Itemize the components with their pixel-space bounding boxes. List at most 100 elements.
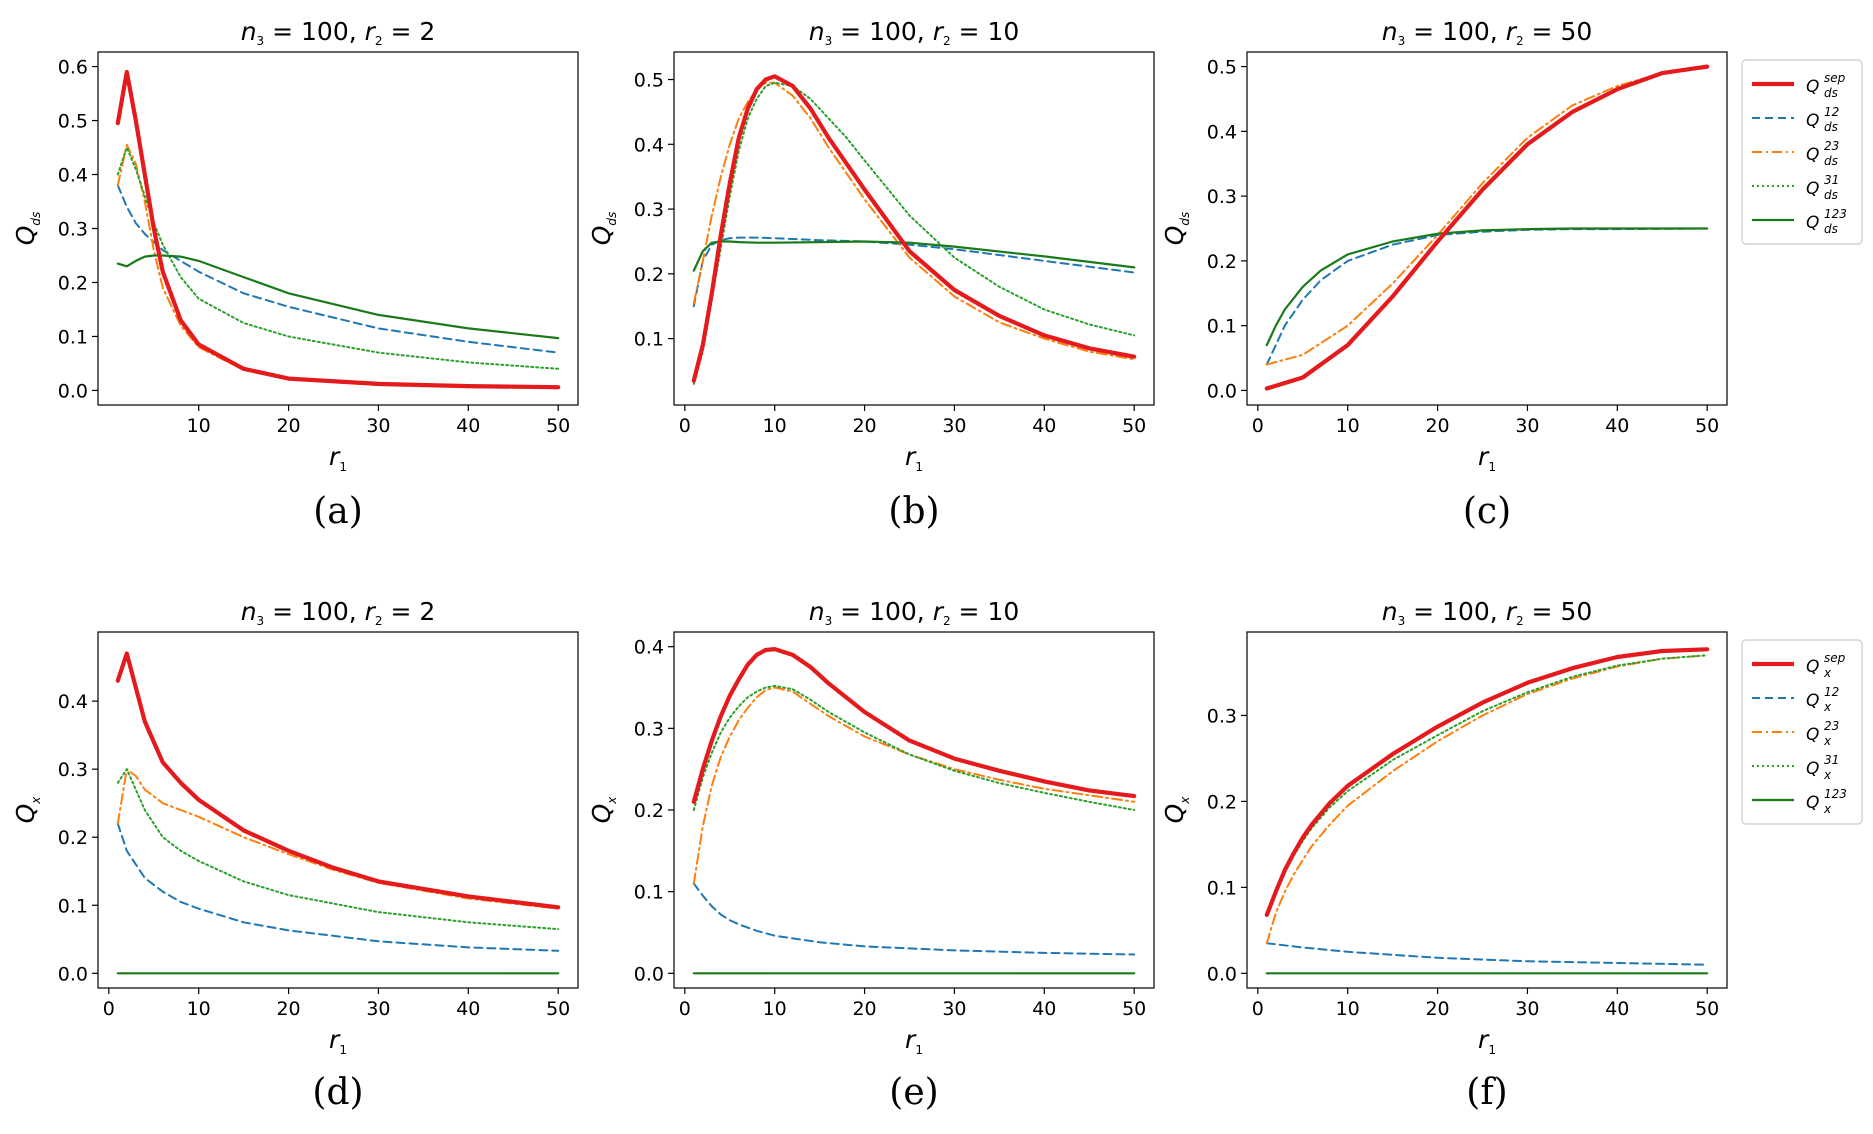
x-tick-label: 20 <box>1425 415 1449 437</box>
legend-label-sup: 23 <box>1824 139 1839 153</box>
legend-label-sub: x <box>1823 700 1832 714</box>
y-tick-label: 0.0 <box>58 380 88 402</box>
legend-label: Q <box>1806 111 1819 131</box>
series-line-q23 <box>692 81 1136 361</box>
legend-label: Q <box>1806 691 1819 711</box>
legend-label: Q <box>1806 179 1819 199</box>
chart-title: n3 = 100, r2 = 10 <box>809 17 1020 48</box>
series-line-sep <box>1264 647 1710 918</box>
series-line-q12 <box>692 236 1136 308</box>
axes-frame <box>97 631 579 989</box>
x-tick-label: 20 <box>852 998 876 1020</box>
y-tick-label: 0.2 <box>1207 791 1237 813</box>
legend-label-sup: 123 <box>1824 207 1847 221</box>
y-axis-label: Qx <box>1160 796 1192 824</box>
y-tick-label: 0.3 <box>58 219 88 241</box>
y-axis-label: Qds <box>587 212 619 246</box>
x-axis-label: r1 <box>905 1025 923 1057</box>
y-tick-label: 0.5 <box>58 111 88 133</box>
series-line-q123 <box>116 254 560 340</box>
x-tick-label: 20 <box>276 415 300 437</box>
legend-label-sup: 31 <box>1824 753 1839 767</box>
panel-caption: (e) <box>889 1072 938 1113</box>
x-tick-label: 40 <box>1032 415 1056 437</box>
legend-label-sup: sep <box>1824 651 1846 665</box>
x-tick-label: 50 <box>1695 415 1719 437</box>
legend-label-sup: sep <box>1824 71 1846 85</box>
x-tick-label: 0 <box>1252 415 1264 437</box>
y-tick-label: 0.6 <box>58 57 88 79</box>
x-axis-label: r1 <box>329 1025 347 1057</box>
y-tick-label: 0.4 <box>58 165 88 187</box>
x-tick-label: 0 <box>679 415 691 437</box>
legend-label-sub: x <box>1823 666 1832 680</box>
x-tick-label: 30 <box>942 415 966 437</box>
series-line-q23 <box>1265 66 1709 366</box>
chart-title: n3 = 100, r2 = 2 <box>241 17 436 48</box>
legend-label-sub: ds <box>1824 188 1838 202</box>
y-tick-label: 0.3 <box>58 759 88 781</box>
y-tick-label: 0.0 <box>1207 963 1237 985</box>
legend-label-sup: 123 <box>1824 787 1847 801</box>
legend-label: Q <box>1806 145 1819 165</box>
y-tick-label: 0.3 <box>1207 186 1237 208</box>
legend-label: Q <box>1806 77 1819 97</box>
x-tick-label: 30 <box>366 415 390 437</box>
y-tick-label: 0.1 <box>1207 877 1237 899</box>
panel-caption: (a) <box>313 491 363 532</box>
chart-panel-e: 0 10 20 30 40 50 0.0 0.1 0.2 0.3 0.4 n3 = 100, r2 =… <box>587 597 1155 1113</box>
legend-label: Q <box>1806 759 1819 779</box>
legend-label: Q <box>1806 725 1819 745</box>
legend-box <box>1741 639 1863 825</box>
legend-label-sub: ds <box>1824 86 1838 100</box>
series-line-q123 <box>1265 227 1709 347</box>
x-tick-label: 40 <box>456 998 480 1020</box>
x-axis-label: r1 <box>1478 442 1496 474</box>
x-tick-label: 50 <box>1122 415 1146 437</box>
y-tick-label: 0.0 <box>58 963 88 985</box>
y-tick-label: 0.0 <box>634 963 664 985</box>
y-tick-label: 0.3 <box>634 199 664 221</box>
y-tick-label: 0.2 <box>58 272 88 294</box>
series-line-sep <box>691 646 1137 804</box>
legend-label-sub: ds <box>1824 154 1838 168</box>
y-tick-label: 0.1 <box>58 895 88 917</box>
chart-panel-f: 0 10 20 30 40 50 0.0 0.1 0.2 0.3 n3 = 100, r2 = 50… <box>1160 597 1728 1113</box>
axes-frame <box>1246 51 1728 406</box>
y-tick-label: 0.2 <box>1207 251 1237 273</box>
chart-panel-d: 0 10 20 30 40 50 0.0 0.1 0.2 0.3 0.4 n3 = 100, r2 =… <box>11 597 579 1113</box>
chart-title: n3 = 100, r2 = 2 <box>241 597 436 628</box>
y-tick-label: 0.2 <box>58 827 88 849</box>
x-tick-label: 10 <box>187 998 211 1020</box>
legend-label-sup: 12 <box>1824 105 1839 119</box>
y-tick-label: 0.5 <box>634 70 664 92</box>
chart-title: n3 = 100, r2 = 50 <box>1382 597 1593 628</box>
series-line-q23 <box>116 143 560 390</box>
series-line-sep <box>115 69 561 390</box>
y-tick-label: 0.2 <box>634 264 664 286</box>
x-axis-label: r1 <box>905 442 923 474</box>
series-line-sep <box>1264 64 1710 391</box>
x-tick-label: 40 <box>456 415 480 437</box>
x-tick-label: 30 <box>1515 415 1539 437</box>
series-line-q31 <box>692 81 1136 385</box>
y-tick-label: 0.5 <box>1207 57 1237 79</box>
x-axis-label: r1 <box>1478 1025 1496 1057</box>
chart-title: n3 = 100, r2 = 50 <box>1382 17 1593 48</box>
panel-caption: (b) <box>888 491 939 532</box>
chart-title: n3 = 100, r2 = 10 <box>809 597 1020 628</box>
y-tick-label: 0.4 <box>634 637 664 659</box>
legend-label: Q <box>1806 213 1819 233</box>
series-line-q12 <box>1265 227 1709 366</box>
x-tick-label: 0 <box>1252 998 1264 1020</box>
axes-frame <box>97 51 579 406</box>
series-line-q12 <box>116 822 560 952</box>
y-tick-label: 0.4 <box>634 134 664 156</box>
y-axis-label: Qx <box>587 796 619 824</box>
axes-frame <box>673 51 1155 406</box>
panel-caption: (f) <box>1466 1072 1507 1113</box>
legend-label-sub: x <box>1823 768 1832 782</box>
